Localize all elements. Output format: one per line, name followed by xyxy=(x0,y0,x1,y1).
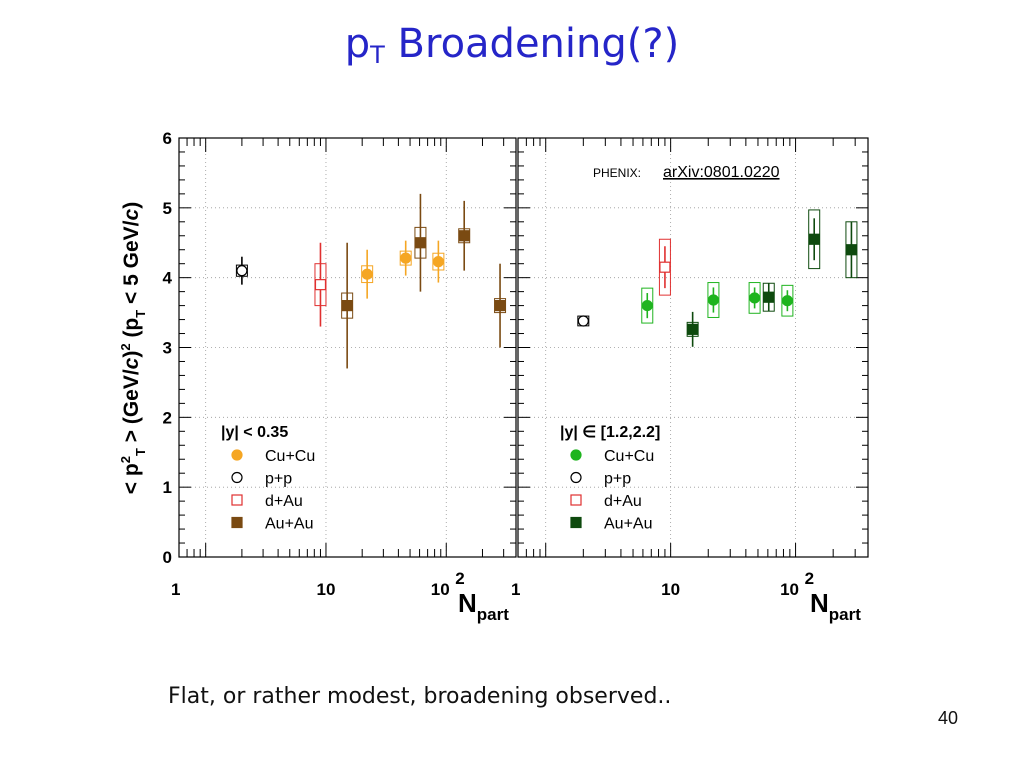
y-axis-label-part: c xyxy=(120,208,143,220)
x-tick-label: 1 xyxy=(511,580,520,599)
y-axis-label: < p2T > (GeV/c)2 (pT < 5 GeV/c) xyxy=(118,202,148,494)
data-point xyxy=(659,261,671,273)
y-axis-label-part: 2 xyxy=(118,456,133,463)
y-axis-label-part: < p xyxy=(120,463,143,494)
x-axis-label: Npart xyxy=(810,588,861,624)
legend-label: Cu+Cu xyxy=(265,448,315,465)
x-tick-label: 10 xyxy=(780,580,799,599)
slide-caption: Flat, or rather modest, broadening obser… xyxy=(168,684,672,709)
legend-label: p+p xyxy=(265,471,292,488)
slide-title-rest: Broadening(?) xyxy=(384,21,680,67)
arxiv-link[interactable]: arXiv:0801.0220 xyxy=(663,164,780,181)
legend-marker xyxy=(231,449,243,461)
data-point xyxy=(341,300,353,312)
y-axis-label-part: > (GeV/ xyxy=(120,369,143,448)
data-point xyxy=(763,291,775,303)
page-number: 40 xyxy=(938,708,959,728)
legend-label: p+p xyxy=(604,471,631,488)
x-axis-label-main: N xyxy=(458,588,477,618)
data-point xyxy=(641,300,653,312)
data-point xyxy=(414,237,427,249)
slide-title-subscript: T xyxy=(370,41,385,69)
y-tick-label: 4 xyxy=(163,269,173,288)
data-point xyxy=(687,323,699,335)
legend-label: Au+Au xyxy=(265,516,313,533)
legend-marker xyxy=(570,471,582,484)
y-tick-label: 1 xyxy=(163,478,172,497)
y-tick-label: 5 xyxy=(163,199,172,218)
data-point xyxy=(494,300,506,312)
data-point xyxy=(458,230,470,242)
legend-marker xyxy=(570,494,582,506)
x-axis-label-main: N xyxy=(810,588,829,618)
data-point xyxy=(236,265,248,277)
data-point xyxy=(361,268,373,280)
y-tick-label: 3 xyxy=(163,339,172,358)
x-axis-label: Npart xyxy=(458,588,509,624)
data-point xyxy=(432,256,444,268)
data-point xyxy=(707,294,720,306)
legend-label: Cu+Cu xyxy=(604,448,654,465)
y-axis-label-part: c xyxy=(120,357,143,369)
x-tick-label: 10 xyxy=(661,580,680,599)
data-point xyxy=(808,233,820,245)
y-axis-label-part: ) xyxy=(120,351,143,358)
y-axis-label-part: 2 xyxy=(118,343,133,350)
y-axis-label-part: T xyxy=(133,310,148,318)
x-tick-label-exponent: 2 xyxy=(455,569,464,588)
data-point xyxy=(400,252,412,264)
legend-marker xyxy=(231,471,243,484)
data-point xyxy=(781,295,793,307)
legend-marker xyxy=(231,516,243,529)
y-tick-label: 6 xyxy=(163,129,172,148)
legend-title: |y| ∈ [1.2,2.2] xyxy=(560,424,660,441)
y-tick-label: 0 xyxy=(163,548,172,567)
x-tick-label: 1 xyxy=(171,580,180,599)
data-point xyxy=(577,315,589,327)
data-point xyxy=(749,292,761,304)
slide-title-main: p xyxy=(344,21,371,67)
legend-marker xyxy=(570,449,582,461)
slide-title: pT Broadening(?) xyxy=(0,22,1024,68)
x-tick-label: 10 xyxy=(317,580,336,599)
y-axis-label-part: ) xyxy=(120,202,143,209)
data-point xyxy=(314,279,327,291)
annotation-prefix: PHENIX: xyxy=(593,166,641,180)
x-axis-label-sub: part xyxy=(829,605,861,624)
legend-label: Au+Au xyxy=(604,516,652,533)
y-axis-label-part: < 5 GeV/ xyxy=(120,220,143,309)
y-axis-label-part: (p xyxy=(120,318,143,344)
y-tick-label: 2 xyxy=(163,408,172,427)
legend-marker xyxy=(570,516,582,529)
legend-label: d+Au xyxy=(604,493,642,510)
legend-label: d+Au xyxy=(265,493,303,510)
x-tick-label-exponent: 2 xyxy=(805,569,814,588)
y-axis-label-part: T xyxy=(133,448,148,456)
data-point xyxy=(845,244,858,256)
legend-marker xyxy=(231,494,243,506)
x-axis-label-sub: part xyxy=(477,605,509,624)
legend-title: |y| < 0.35 xyxy=(221,424,288,441)
x-tick-label: 10 xyxy=(431,580,450,599)
